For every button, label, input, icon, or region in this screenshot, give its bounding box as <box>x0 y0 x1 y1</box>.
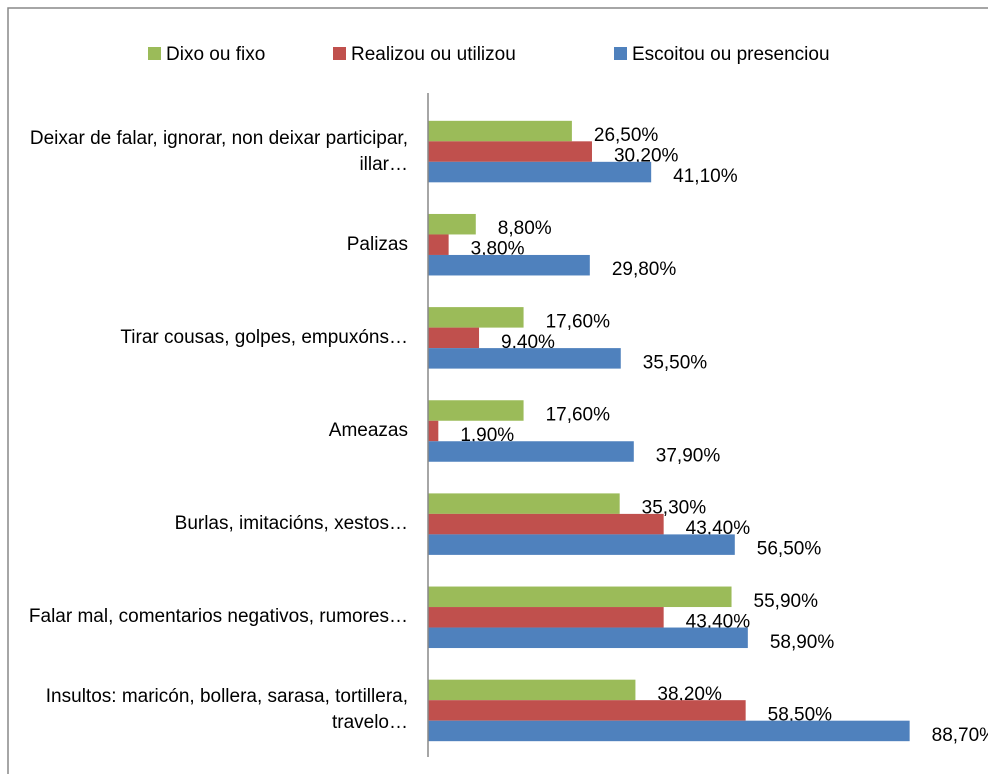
bar <box>428 493 620 514</box>
bar <box>428 161 652 183</box>
data-label: 88,70% <box>932 725 988 746</box>
bar <box>428 441 634 462</box>
bar <box>428 679 636 701</box>
legend-swatch <box>614 47 627 60</box>
category-label: Palizas <box>346 233 408 255</box>
data-label: 26,50% <box>594 125 659 146</box>
bar <box>428 254 590 276</box>
data-label: 58,90% <box>770 632 835 653</box>
data-label: 17,60% <box>546 311 611 332</box>
bar <box>428 400 524 421</box>
chart-frame <box>7 7 988 774</box>
data-label: 29,80% <box>612 259 677 280</box>
legend-label: Realizou ou utilizou <box>351 44 516 65</box>
category-label: Deixar de falar, ignorar, non deixar par… <box>29 127 408 175</box>
data-label: 17,60% <box>546 405 611 426</box>
category-label: Falar mal, comentarios negativos, rumore… <box>28 606 408 628</box>
data-label: 43,40% <box>686 518 751 539</box>
data-label: 43,40% <box>686 611 751 632</box>
legend-swatch <box>148 47 161 60</box>
legend-label: Dixo ou fixo <box>166 44 265 65</box>
category-label: Burlas, imitacións, xestos… <box>174 513 408 535</box>
data-label: 8,80% <box>498 218 552 239</box>
bar <box>428 513 664 535</box>
data-label: 1,90% <box>460 425 514 446</box>
bar <box>428 141 592 162</box>
category-label: Tirar cousas, golpes, empuxóns… <box>120 326 408 348</box>
bar <box>428 534 735 555</box>
legend-swatch <box>333 47 346 60</box>
data-label: 3,80% <box>471 239 525 260</box>
bar <box>428 307 524 328</box>
data-label: 38,20% <box>657 684 722 705</box>
legend-label: Escoitou ou presenciou <box>632 44 830 65</box>
data-label: 56,50% <box>757 539 822 560</box>
data-label: 41,10% <box>673 166 738 187</box>
bar <box>428 234 449 255</box>
data-label: 30,20% <box>614 146 679 167</box>
data-label: 35,50% <box>643 352 708 373</box>
bar <box>428 120 572 142</box>
data-label: 35,30% <box>642 498 707 519</box>
bar <box>428 213 476 235</box>
bar <box>428 607 664 628</box>
data-label: 9,40% <box>501 332 555 353</box>
category-label: Ameazas <box>328 420 408 441</box>
bar <box>428 720 910 742</box>
bar <box>428 348 621 369</box>
bar <box>428 700 746 721</box>
data-label: 55,90% <box>754 591 819 612</box>
data-label: 58,50% <box>768 704 833 725</box>
bar <box>428 627 748 649</box>
category-label: Insultos: maricón, bollera, sarasa, tort… <box>45 686 408 734</box>
data-label: 37,90% <box>656 446 721 467</box>
bar <box>428 586 732 608</box>
bar <box>428 420 439 442</box>
bar <box>428 327 480 349</box>
